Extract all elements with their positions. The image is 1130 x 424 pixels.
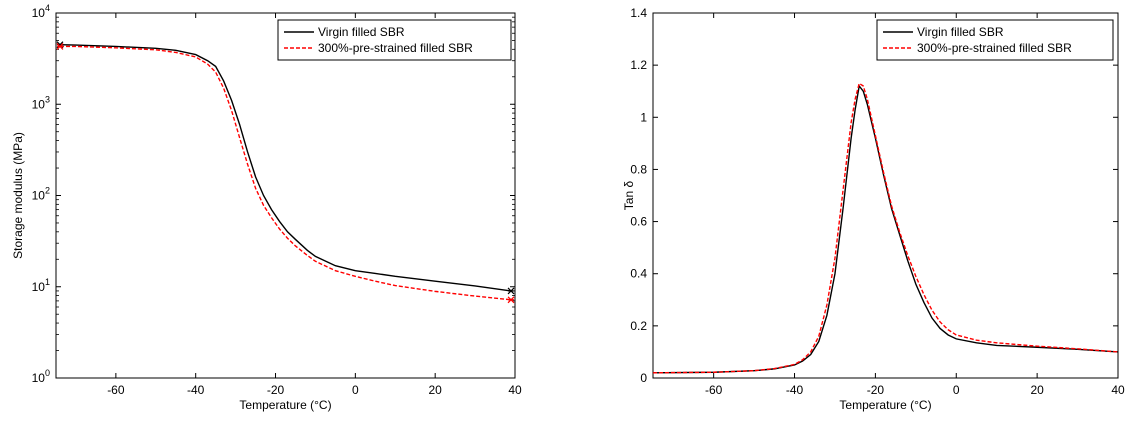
- chart-panel-2: -60 -40 -20 0 20 40 0 0.2 0.4 0.6 0.8 1 1.2 1.4 Temper…: [622, 6, 1125, 412]
- y-tick-label: 0.2: [630, 319, 647, 333]
- x-tick-label: -20: [867, 383, 885, 397]
- y-axis-label: Storage modulus (MPa): [11, 132, 25, 259]
- y-tick-label: 0: [640, 371, 647, 385]
- x-tick-label: -20: [267, 383, 285, 397]
- x-tick-label: -40: [786, 383, 804, 397]
- x-axis-label: Temperature (°C): [239, 398, 331, 412]
- y-tick-label: 1.2: [630, 58, 647, 72]
- y-tick-label: 104: [32, 3, 50, 20]
- y-tick-label: 102: [32, 186, 50, 203]
- x-tick-label: -60: [705, 383, 723, 397]
- legend: Virgin filled SBR 300%-pre-strained fille…: [278, 20, 511, 60]
- x-tick-label: 20: [428, 383, 442, 397]
- x-tick-label: -40: [187, 383, 205, 397]
- y-tick-label: 101: [32, 277, 50, 294]
- x-tick-label: 20: [1030, 383, 1044, 397]
- y-tick-label: 100: [32, 368, 50, 385]
- y-tick-label: 1.4: [630, 6, 647, 20]
- plot-frame: [653, 13, 1118, 378]
- chart-panel-1: -60 -40 -20 0 20 40 100 101 102 103 104 Temperature…: [11, 3, 522, 412]
- plot-frame: [56, 13, 515, 378]
- legend-label-2: 300%-pre-strained filled SBR: [917, 41, 1072, 55]
- legend-label-1: Virgin filled SBR: [917, 25, 1004, 39]
- y-axis-label: Tan δ: [622, 181, 636, 211]
- x-tick-label: 40: [508, 383, 522, 397]
- y-tick-label: 0.6: [630, 215, 647, 229]
- x-tick-label: 0: [953, 383, 960, 397]
- y-tick-label: 1: [640, 110, 647, 124]
- y-tick-label: 0.4: [630, 267, 647, 281]
- legend-label-2: 300%-pre-strained filled SBR: [318, 41, 473, 55]
- x-axis-label: Temperature (°C): [839, 398, 931, 412]
- x-tick-label: 0: [352, 383, 359, 397]
- legend: Virgin filled SBR 300%-pre-strained fille…: [877, 20, 1113, 60]
- y-tick-label: 103: [32, 94, 50, 111]
- x-tick-label: 40: [1111, 383, 1125, 397]
- x-tick-label: -60: [107, 383, 125, 397]
- y-tick-label: 0.8: [630, 162, 647, 176]
- legend-label-1: Virgin filled SBR: [318, 25, 405, 39]
